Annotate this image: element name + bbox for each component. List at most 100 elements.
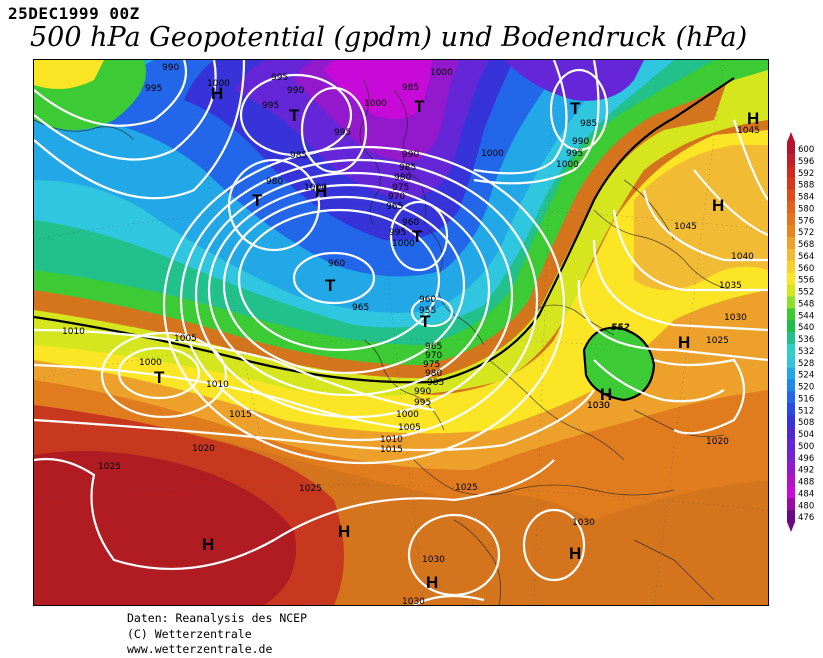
isobar-1020 — [34, 389, 595, 452]
low-center: T — [420, 312, 431, 331]
legend-label: 516 — [798, 394, 814, 404]
isobar-nw-2 — [34, 60, 217, 161]
pressure-centers: H T T T H T T H H H T H T T H H H H — [154, 84, 759, 592]
isobar-label: 990 — [572, 137, 589, 147]
isobar-1005 — [100, 331, 228, 419]
legend-swatch — [787, 308, 795, 321]
legend-label: 576 — [798, 216, 814, 226]
legend-swatch — [787, 462, 795, 475]
legend-swatch — [787, 213, 795, 226]
isobar-label: 985 — [290, 151, 307, 161]
isobar-label: 955 — [419, 306, 436, 316]
contour-552-label: 552 — [611, 323, 630, 333]
isobar-label: 970 — [388, 192, 405, 202]
isobar-1010 — [34, 328, 435, 412]
isobar-label: 1000 — [430, 68, 453, 78]
isobar-label: 995 — [271, 73, 288, 83]
legend-label: 492 — [798, 466, 814, 476]
isobar-label: 1035 — [719, 281, 742, 291]
legend-label: 568 — [798, 240, 814, 250]
legend-swatch — [787, 367, 795, 380]
isobar-label: 980 — [425, 369, 442, 379]
high-center: H — [600, 385, 612, 404]
legend-swatch — [787, 272, 795, 285]
isobar-label: 965 — [425, 342, 442, 352]
isobar-970 — [222, 195, 466, 375]
isobar-985 — [179, 158, 539, 442]
isobar-t-west — [227, 158, 321, 252]
isobar-1000-azores — [117, 346, 201, 400]
legend-swatch — [787, 177, 795, 190]
high-center: H — [338, 522, 350, 541]
legend-swatch — [787, 153, 795, 167]
isobar-label: 1015 — [380, 445, 403, 455]
legend-label: 592 — [798, 169, 814, 179]
legend-arrow-top — [787, 132, 795, 142]
legend-swatch — [787, 189, 795, 202]
legend-swatch — [787, 201, 795, 214]
legend-label: 528 — [798, 359, 814, 369]
legend-label: 556 — [798, 276, 814, 286]
legend-label: 540 — [798, 323, 814, 333]
isobar-label: 980 — [394, 173, 411, 183]
legend-swatch — [787, 486, 795, 499]
legend-label: 544 — [798, 311, 814, 321]
isobar-1035 — [612, 209, 768, 292]
isobar-label: 990 — [162, 63, 179, 73]
legend-swatch — [787, 320, 795, 333]
legend-swatch — [787, 474, 795, 487]
legend-label: 560 — [798, 264, 814, 274]
isobar-label: 1025 — [98, 462, 121, 472]
high-center: H — [712, 196, 724, 215]
fill-ne-ridge — [634, 145, 768, 290]
isobar-label: 1030 — [572, 518, 595, 528]
legend-label: 536 — [798, 335, 814, 345]
legend-swatch — [787, 142, 795, 155]
isobar-label: 995 — [389, 228, 406, 238]
legend-swatch — [787, 450, 795, 463]
isobar-label: 1020 — [192, 444, 215, 454]
isobar-label: 975 — [423, 360, 440, 370]
fill-nw-inner — [34, 60, 104, 89]
legend-label: 524 — [798, 371, 814, 381]
legend-label: 548 — [798, 299, 814, 309]
legend-label: 476 — [798, 513, 814, 523]
credits-website: www.wetterzentrale.de — [127, 642, 273, 656]
legend-label: 520 — [798, 383, 814, 393]
low-center: T — [570, 99, 581, 118]
isobar-label: 1045 — [737, 126, 760, 136]
legend-swatch — [787, 165, 795, 178]
isobar-label: 1000 — [392, 239, 415, 249]
isobar-label: 995 — [262, 101, 279, 111]
legend-label: 588 — [798, 181, 814, 191]
legend-swatch — [787, 510, 795, 523]
isobar-north-1 — [239, 73, 353, 157]
weather-map: 552 — [33, 59, 769, 606]
high-center: H — [315, 182, 327, 201]
legend-swatch — [787, 415, 795, 428]
low-center: T — [325, 276, 336, 295]
isobar-label: 960 — [419, 295, 436, 305]
legend-label: 596 — [798, 157, 814, 167]
isobar-label: 1010 — [380, 435, 403, 445]
low-center: T — [289, 106, 300, 125]
isobar-north-2 — [300, 86, 368, 174]
credits-source: Daten: Reanalysis des NCEP — [127, 611, 308, 625]
contour-552-cutoff — [582, 326, 656, 402]
isobar-label: 990 — [414, 387, 431, 397]
legend-swatch — [787, 284, 795, 297]
legend-swatch — [787, 498, 795, 511]
legend-label: 512 — [798, 406, 814, 416]
legend-label: 508 — [798, 418, 814, 428]
legend-swatch — [787, 427, 795, 440]
isobar-955 — [410, 296, 454, 328]
legend-swatch — [787, 225, 795, 238]
isobar-label: 1030 — [587, 401, 610, 411]
isobar-label: 1005 — [398, 423, 421, 433]
isobar-label-group: 990 995 1000 1000 995 990 985 1000 995 9… — [62, 63, 760, 605]
isobar-1040 — [642, 189, 768, 262]
legend-swatch — [787, 438, 795, 452]
legend-label: 532 — [798, 347, 814, 357]
isobar-985-ne — [549, 68, 609, 152]
isobar-nw — [34, 60, 188, 127]
